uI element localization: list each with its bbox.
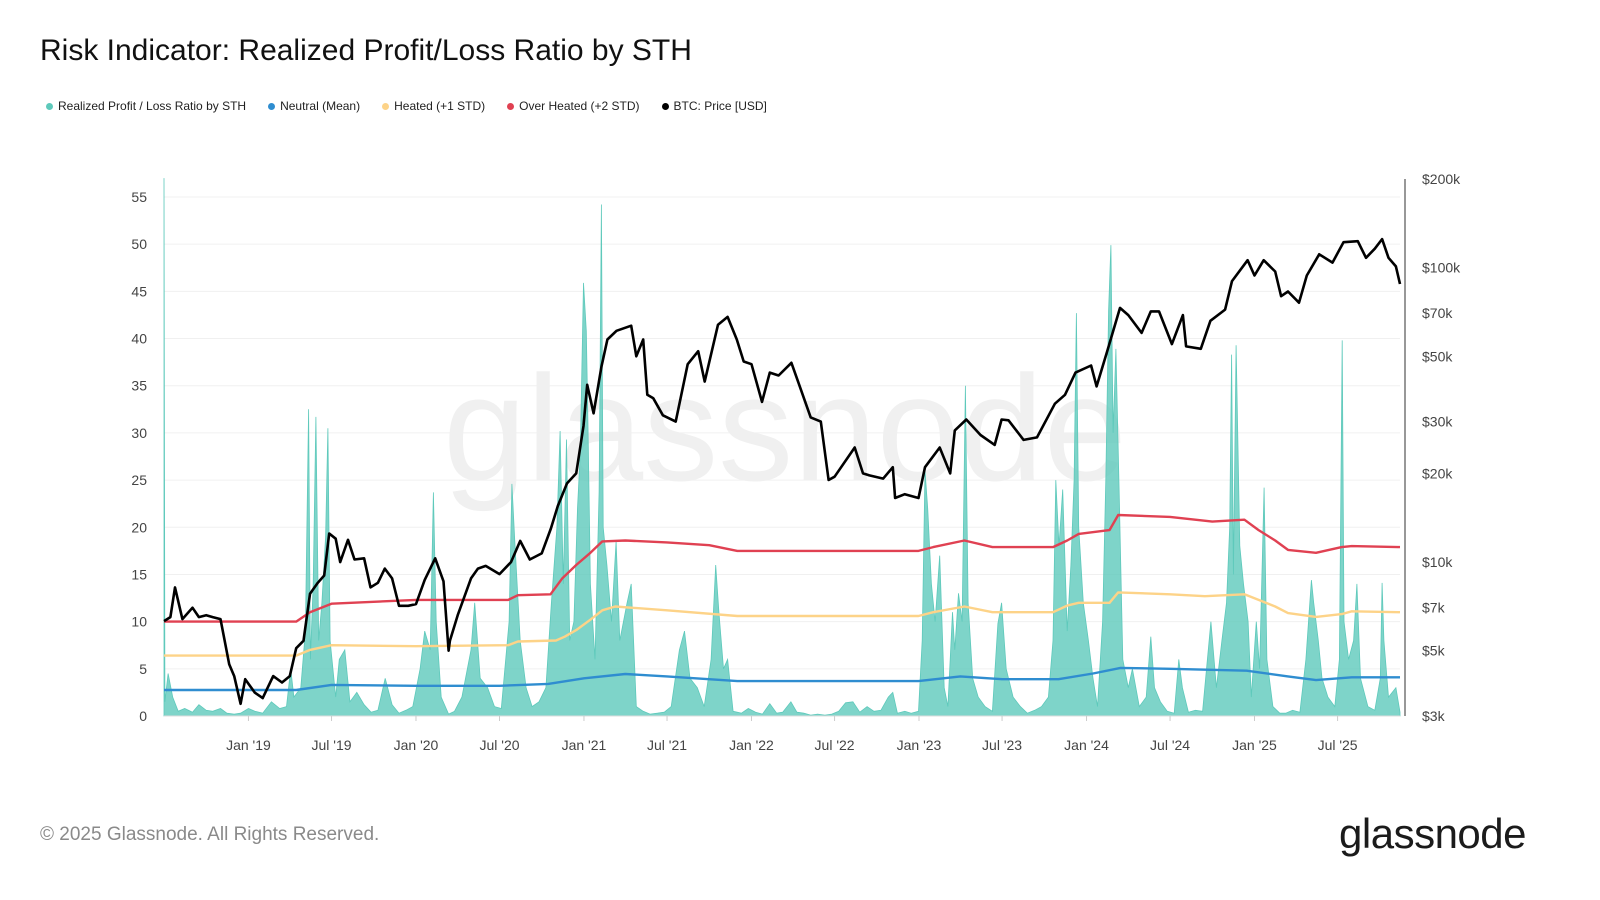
x-tick-label: Jan '25 [1232, 737, 1277, 753]
btc-price-line [163, 237, 1402, 706]
legend-dot-icon [268, 102, 276, 110]
legend-label: Heated (+1 STD) [394, 99, 486, 113]
legend-dot-icon [46, 102, 53, 110]
y-right-tick-label: $70k [1422, 305, 1453, 321]
x-tick-label: Jul '19 [312, 737, 352, 753]
y-right-tick-label: $3k [1422, 708, 1446, 724]
legend-item-price[interactable]: BTC: Price [USD] [661, 99, 767, 113]
legend-label: Over Heated (+2 STD) [519, 99, 640, 113]
legend-dot-icon [661, 102, 669, 110]
x-tick-label: Jul '24 [1150, 737, 1190, 753]
legend: Realized Profit / Loss Ratio by STH Neut… [46, 99, 767, 113]
ratio-area [163, 178, 1401, 717]
x-tick-label: Jan '20 [394, 737, 439, 753]
y-left-tick-label: 30 [131, 425, 147, 441]
y-left-tick-label: 0 [139, 708, 147, 724]
y-left-tick-label: 10 [131, 614, 147, 630]
y-left-tick-label: 25 [131, 472, 147, 488]
legend-item-overheated[interactable]: Over Heated (+2 STD) [507, 99, 640, 113]
x-tick-label: Jan '23 [897, 737, 942, 753]
y-left-tick-label: 50 [131, 236, 147, 252]
y-right-tick-label: $7k [1422, 600, 1446, 616]
y-left-tick-label: 5 [139, 661, 147, 677]
chart-plot: glassnode 0510152025303540455055$3k$5k$7… [131, 171, 1461, 753]
y-left-tick-label: 45 [131, 283, 147, 299]
legend-item-neutral[interactable]: Neutral (Mean) [268, 99, 360, 113]
legend-label: Neutral (Mean) [280, 99, 361, 113]
legend-item-ratio[interactable]: Realized Profit / Loss Ratio by STH [46, 99, 246, 113]
x-tick-label: Jul '20 [479, 737, 519, 753]
legend-label: BTC: Price [USD] [673, 99, 767, 113]
y-right-tick-label: $5k [1422, 643, 1446, 659]
legend-dot-icon [382, 102, 390, 110]
x-tick-label: Jan '21 [562, 737, 607, 753]
neutral-mean-line [164, 666, 1400, 692]
y-left-tick-label: 55 [131, 189, 147, 205]
copyright: © 2025 Glassnode. All Rights Reserved. [40, 824, 380, 845]
legend-item-heated[interactable]: Heated (+1 STD) [382, 99, 485, 113]
y-left-tick-label: 20 [131, 519, 147, 535]
x-tick-label: Jan '19 [226, 737, 271, 753]
legend-label: Realized Profit / Loss Ratio by STH [58, 99, 247, 113]
y-right-tick-label: $200k [1422, 171, 1461, 187]
chart-title: Risk Indicator: Realized Profit/Loss Rat… [40, 34, 692, 67]
x-tick-label: Jul '22 [815, 737, 855, 753]
glassnode-logo: glassnode [1339, 810, 1526, 857]
x-tick-label: Jan '22 [729, 737, 774, 753]
y-left-tick-label: 35 [131, 378, 147, 394]
y-left-tick-label: 15 [131, 566, 147, 582]
y-right-tick-label: $10k [1422, 554, 1453, 570]
x-tick-label: Jul '21 [647, 737, 687, 753]
legend-dot-icon [507, 102, 515, 110]
overheated-line [164, 513, 1401, 623]
y-right-tick-label: $30k [1422, 414, 1453, 430]
heated-line [164, 591, 1401, 657]
y-right-tick-label: $50k [1422, 348, 1453, 364]
y-left-tick-label: 40 [131, 331, 147, 347]
y-right-tick-label: $100k [1422, 260, 1461, 276]
y-right-tick-label: $20k [1422, 465, 1453, 481]
x-tick-label: Jan '24 [1064, 737, 1109, 753]
x-tick-label: Jul '23 [982, 737, 1022, 753]
x-tick-label: Jul '25 [1318, 737, 1358, 753]
